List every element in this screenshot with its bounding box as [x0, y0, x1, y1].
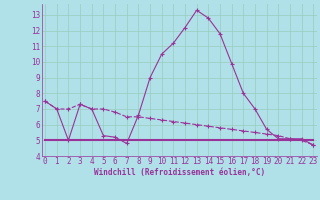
X-axis label: Windchill (Refroidissement éolien,°C): Windchill (Refroidissement éolien,°C) — [94, 168, 265, 177]
